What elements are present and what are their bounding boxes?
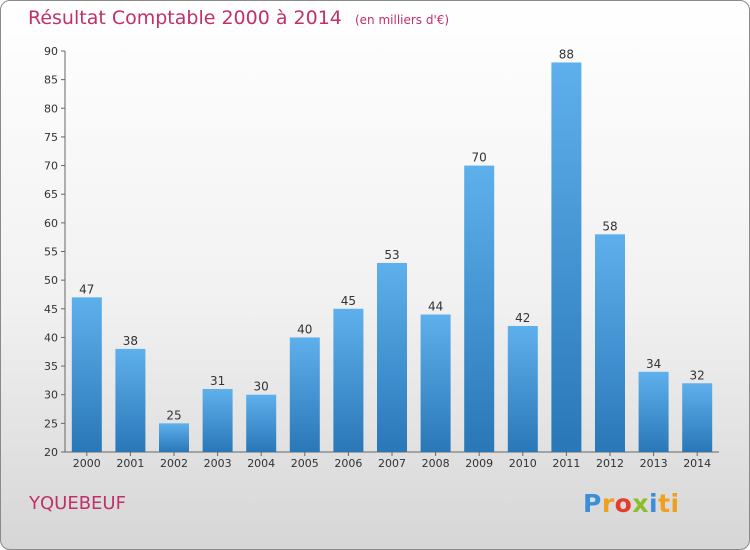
x-tick-label: 2007 xyxy=(378,457,406,470)
y-tick-label: 25 xyxy=(44,417,58,430)
bar-value-label: 44 xyxy=(428,300,443,314)
logo-letter: o xyxy=(614,489,633,518)
y-tick-label: 20 xyxy=(44,446,58,459)
x-tick-label: 2010 xyxy=(509,457,537,470)
bar-value-label: 70 xyxy=(472,151,487,165)
bar-value-label: 38 xyxy=(123,334,138,348)
y-tick-label: 30 xyxy=(44,389,58,402)
bar xyxy=(551,62,582,452)
y-tick-label: 40 xyxy=(44,331,58,344)
y-tick-label: 35 xyxy=(44,360,58,373)
bar-value-label: 53 xyxy=(384,248,399,262)
x-tick-label: 2002 xyxy=(160,457,188,470)
y-tick-label: 70 xyxy=(44,160,58,173)
logo-letter: x xyxy=(632,489,649,518)
logo-letter: r xyxy=(601,489,615,518)
bar-value-label: 31 xyxy=(210,374,225,388)
bar xyxy=(246,394,277,452)
y-tick-label: 65 xyxy=(44,188,58,201)
x-tick-label: 2013 xyxy=(640,457,668,470)
commune-name: YQUEBEUF xyxy=(29,493,126,514)
bar-value-label: 40 xyxy=(297,322,312,336)
bar xyxy=(159,423,189,452)
bar xyxy=(333,308,364,452)
bar-value-label: 34 xyxy=(646,357,661,371)
x-tick-label: 2012 xyxy=(596,457,624,470)
bar-value-label: 47 xyxy=(79,282,94,296)
chart-title: Résultat Comptable 2000 à 2014 xyxy=(28,7,342,29)
bar xyxy=(71,297,102,452)
bar xyxy=(595,234,625,452)
y-tick-label: 45 xyxy=(44,303,58,316)
chart-title-block: Résultat Comptable 2000 à 2014 (en milli… xyxy=(28,7,449,29)
x-tick-label: 2006 xyxy=(334,457,362,470)
y-tick-label: 90 xyxy=(44,45,58,58)
bar xyxy=(289,337,320,452)
bar xyxy=(638,371,669,452)
bar-value-label: 45 xyxy=(341,294,356,308)
y-tick-label: 50 xyxy=(44,274,58,287)
bar xyxy=(420,314,451,452)
bar-value-label: 88 xyxy=(559,47,574,61)
x-tick-label: 2004 xyxy=(247,457,275,470)
x-tick-label: 2008 xyxy=(422,457,450,470)
y-tick-label: 55 xyxy=(44,246,58,259)
bar-value-label: 25 xyxy=(166,408,181,422)
logo-letter: i xyxy=(649,489,659,518)
y-tick-label: 75 xyxy=(44,131,58,144)
bar-value-label: 58 xyxy=(602,219,617,233)
bar xyxy=(507,325,538,452)
x-tick-label: 2003 xyxy=(204,457,232,470)
bar-value-label: 30 xyxy=(254,380,269,394)
y-tick-label: 60 xyxy=(44,217,58,230)
bar-value-label: 32 xyxy=(690,368,705,382)
bar xyxy=(377,262,407,452)
bar xyxy=(464,165,495,453)
x-tick-label: 2009 xyxy=(465,457,493,470)
x-tick-label: 2000 xyxy=(73,457,101,470)
x-tick-label: 2011 xyxy=(552,457,580,470)
logo-letter: ti xyxy=(658,489,680,518)
logo-letter: P xyxy=(583,489,602,518)
bar xyxy=(202,388,233,452)
y-tick-label: 85 xyxy=(44,74,58,87)
proxiti-logo[interactable]: Proxiti xyxy=(583,489,680,518)
bar xyxy=(115,348,146,452)
y-tick-label: 80 xyxy=(44,102,58,115)
x-tick-label: 2001 xyxy=(116,457,144,470)
bar-value-label: 42 xyxy=(515,311,530,325)
x-tick-label: 2014 xyxy=(683,457,711,470)
chart-unit: (en milliers d'€) xyxy=(354,13,450,27)
x-tick-label: 2005 xyxy=(291,457,319,470)
bar xyxy=(682,383,713,452)
